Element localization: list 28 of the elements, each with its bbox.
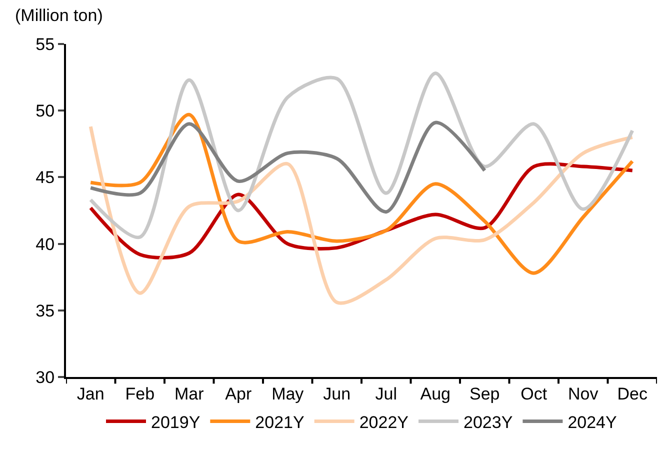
line-series <box>88 124 634 305</box>
x-tick-label: Oct <box>520 384 548 404</box>
x-tick-label: May <box>272 384 304 404</box>
y-tick-label: 40 <box>36 234 55 254</box>
x-tick-label: Jun <box>323 384 351 404</box>
legend-label: 2022Y <box>359 412 409 432</box>
y-axis-title: (Million ton) <box>15 6 103 25</box>
line-series <box>88 120 486 214</box>
x-tick-label: Dec <box>617 384 648 404</box>
legend-label: 2021Y <box>255 412 304 432</box>
line-series <box>88 72 634 240</box>
x-tick-label: Sep <box>470 384 500 404</box>
x-tick-label: Nov <box>568 384 599 404</box>
y-tick-label: 35 <box>36 301 55 320</box>
y-tick-label: 55 <box>36 34 55 54</box>
y-tick-label: 30 <box>36 368 55 387</box>
x-tick-label: Jul <box>375 384 397 404</box>
y-tick-label: 45 <box>36 168 55 188</box>
x-tick-label: Jan <box>76 384 104 404</box>
x-tick-label: Aug <box>420 384 451 404</box>
x-tick-label: Feb <box>125 384 155 404</box>
x-tick-label: Mar <box>174 384 204 404</box>
line-series <box>88 112 634 275</box>
legend-label: 2019Y <box>151 412 200 432</box>
legend-label: 2023Y <box>464 412 513 432</box>
y-tick-label: 50 <box>36 102 55 121</box>
x-tick-label: Apr <box>225 384 252 404</box>
legend-label: 2024Y <box>568 412 617 432</box>
